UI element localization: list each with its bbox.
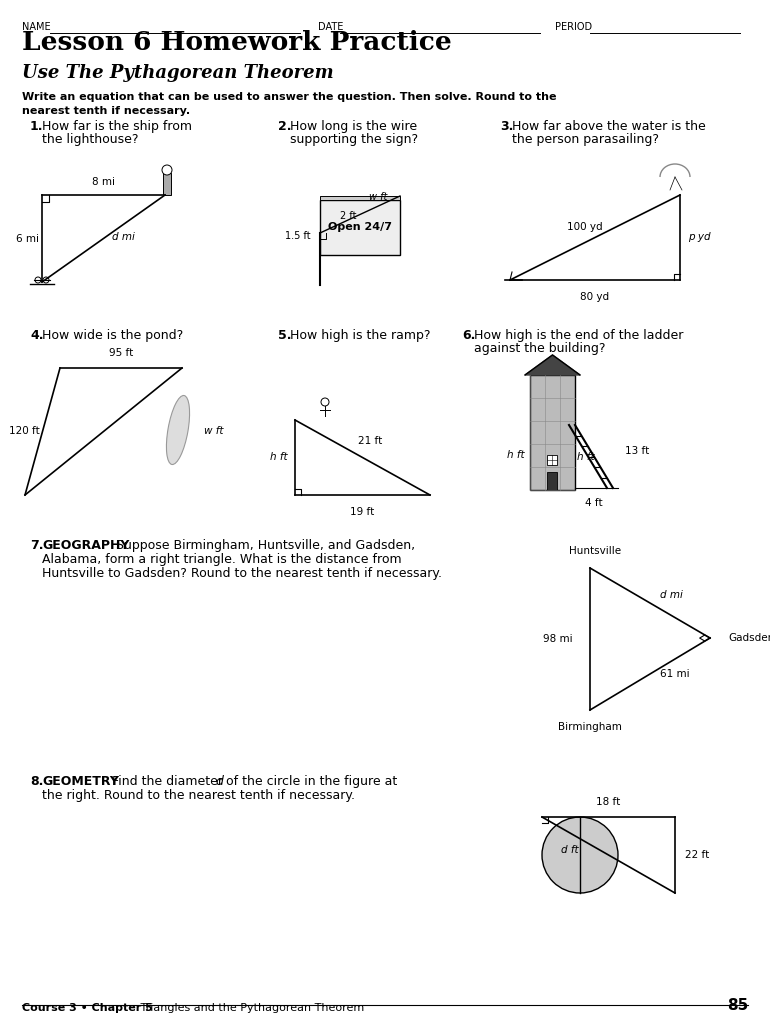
Text: Triangles and the Pythagorean Theorem: Triangles and the Pythagorean Theorem (130, 1002, 364, 1013)
Text: the lighthouse?: the lighthouse? (42, 133, 139, 146)
Bar (163, 173, 171, 195)
Text: Lesson 6 Homework Practice: Lesson 6 Homework Practice (22, 30, 452, 55)
Text: w ft: w ft (204, 427, 223, 436)
Bar (530, 375, 575, 490)
Text: d mi: d mi (660, 590, 683, 600)
Text: How high is the end of the ladder: How high is the end of the ladder (474, 329, 684, 342)
Text: supporting the sign?: supporting the sign? (290, 133, 418, 146)
Text: d mi: d mi (112, 231, 135, 242)
Text: d: d (215, 775, 223, 788)
Text: Use The Pythagorean Theorem: Use The Pythagorean Theorem (22, 63, 333, 82)
Text: 13 ft: 13 ft (625, 446, 649, 457)
Text: Huntsville to Gadsden? Round to the nearest tenth if necessary.: Huntsville to Gadsden? Round to the near… (42, 567, 442, 580)
Text: the right. Round to the nearest tenth if necessary.: the right. Round to the nearest tenth if… (42, 790, 355, 802)
Text: 22 ft: 22 ft (685, 850, 709, 860)
Text: DATE: DATE (318, 22, 343, 32)
Polygon shape (525, 355, 580, 375)
Text: 7.: 7. (30, 539, 43, 552)
Text: 85: 85 (727, 998, 748, 1013)
Text: Gadsden: Gadsden (728, 633, 770, 643)
Text: 120 ft: 120 ft (9, 427, 40, 436)
Text: against the building?: against the building? (474, 342, 605, 355)
Text: 8.: 8. (30, 775, 43, 788)
Text: Suppose Birmingham, Huntsville, and Gadsden,: Suppose Birmingham, Huntsville, and Gads… (108, 539, 415, 552)
Text: How far is the ship from: How far is the ship from (42, 120, 192, 133)
Text: 1.: 1. (30, 120, 43, 133)
Text: Birmingham: Birmingham (558, 722, 622, 732)
Text: PERIOD: PERIOD (555, 22, 592, 32)
Text: GEOMETRY: GEOMETRY (42, 775, 119, 788)
Text: h ft: h ft (270, 453, 288, 463)
Text: 95 ft: 95 ft (109, 348, 133, 358)
Text: 98 mi: 98 mi (543, 634, 573, 644)
Text: Find the diameter: Find the diameter (104, 775, 227, 788)
Circle shape (542, 817, 618, 893)
Text: 19 ft: 19 ft (350, 507, 375, 517)
Text: 8 mi: 8 mi (92, 177, 115, 187)
Text: h ft: h ft (507, 450, 525, 460)
Text: Write an equation that can be used to answer the question. Then solve. Round to : Write an equation that can be used to an… (22, 92, 557, 102)
Text: 6.: 6. (462, 329, 475, 342)
Ellipse shape (166, 395, 189, 465)
Text: of the circle in the figure at: of the circle in the figure at (222, 775, 397, 788)
Bar (547, 472, 557, 490)
Text: h ft: h ft (577, 452, 594, 462)
Bar (547, 455, 557, 465)
Text: nearest tenth if necessary.: nearest tenth if necessary. (22, 106, 190, 116)
Bar (320, 196, 400, 200)
Text: Huntsville: Huntsville (569, 546, 621, 556)
Text: 80 yd: 80 yd (581, 292, 610, 302)
Text: How long is the wire: How long is the wire (290, 120, 417, 133)
Text: 18 ft: 18 ft (597, 797, 621, 807)
Text: w ft: w ft (369, 193, 387, 203)
Text: 2 ft: 2 ft (340, 211, 357, 221)
Text: 2.: 2. (278, 120, 292, 133)
Text: 61 mi: 61 mi (660, 669, 690, 679)
Text: 4.: 4. (30, 329, 43, 342)
Text: 5.: 5. (278, 329, 292, 342)
Text: d ft: d ft (561, 845, 579, 855)
Bar (320, 200, 400, 255)
Text: Course 3 • Chapter 5: Course 3 • Chapter 5 (22, 1002, 152, 1013)
Text: the person parasailing?: the person parasailing? (512, 133, 659, 146)
Text: How high is the ramp?: How high is the ramp? (290, 329, 430, 342)
Text: NAME: NAME (22, 22, 51, 32)
Text: Open 24/7: Open 24/7 (328, 222, 392, 232)
Text: 3.: 3. (500, 120, 514, 133)
Text: p yd: p yd (688, 232, 711, 243)
Text: 6 mi: 6 mi (16, 233, 39, 244)
Text: 21 ft: 21 ft (358, 435, 383, 445)
Text: 100 yd: 100 yd (567, 222, 603, 232)
Text: How wide is the pond?: How wide is the pond? (42, 329, 183, 342)
Text: Alabama, form a right triangle. What is the distance from: Alabama, form a right triangle. What is … (42, 553, 402, 566)
Text: 4 ft: 4 ft (585, 498, 603, 508)
Text: GEOGRAPHY: GEOGRAPHY (42, 539, 129, 552)
Text: How far above the water is the: How far above the water is the (512, 120, 706, 133)
Text: 1.5 ft: 1.5 ft (285, 231, 311, 241)
Circle shape (162, 165, 172, 175)
